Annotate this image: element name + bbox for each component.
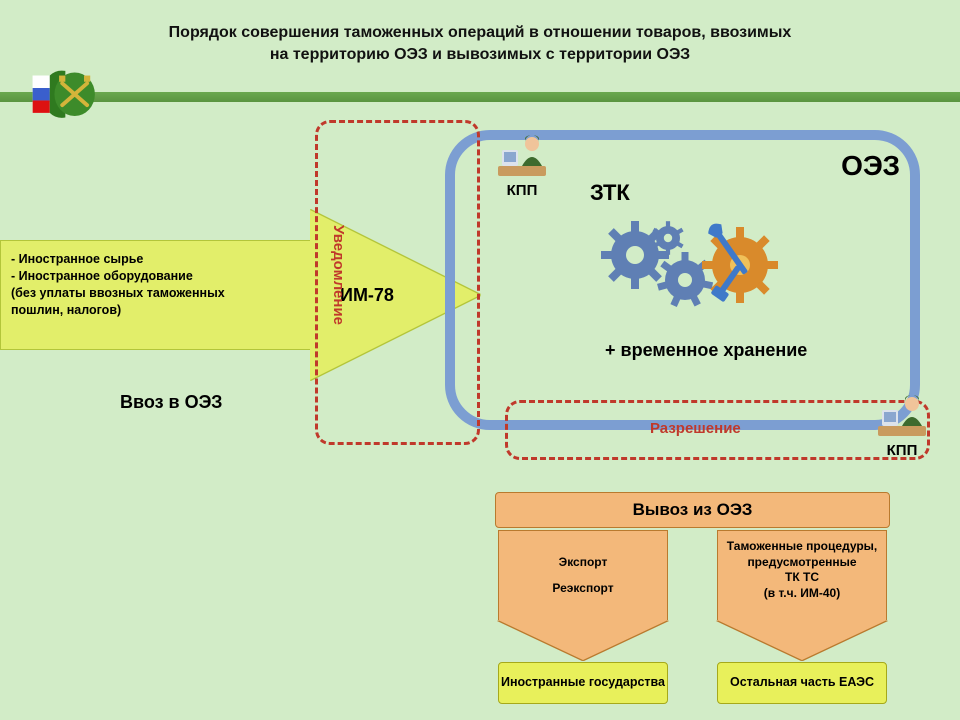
kpp-bottom-label: КПП: [867, 442, 937, 459]
export-right-line-4: (в т.ч. ИМ-40): [724, 586, 880, 602]
export-right-line-1: Таможенные процедуры,: [724, 539, 880, 555]
title-line-2: на территорию ОЭЗ и вывозимых с территор…: [0, 44, 960, 66]
export-left-line-1: Экспорт: [505, 555, 661, 571]
import-text-2: - Иностранное оборудование: [11, 268, 300, 285]
destination-eaes: Остальная часть ЕАЭС: [717, 662, 887, 704]
import-text-1: - Иностранное сырье: [11, 251, 300, 268]
destination-foreign-label: Иностранные государства: [501, 675, 665, 691]
export-arrow-right: Таможенные процедуры, предусмотренные ТК…: [717, 530, 887, 660]
kpp-top-label: КПП: [487, 182, 557, 199]
title-line-1: Порядок совершения таможенных операций в…: [0, 22, 960, 44]
export-arrow-left: Экспорт Реэкспорт: [498, 530, 668, 660]
export-arrow-right-body: Таможенные процедуры, предусмотренные ТК…: [717, 530, 887, 620]
export-arrow-left-body: Экспорт Реэкспорт: [498, 530, 668, 620]
ztk-label: ЗТК: [590, 180, 630, 206]
export-left-line-2: Реэкспорт: [505, 581, 661, 597]
import-label: Ввоз в ОЭЗ: [120, 392, 222, 413]
import-arrow-body: - Иностранное сырье - Иностранное оборуд…: [0, 240, 310, 350]
export-right-line-3: ТК ТС: [724, 570, 880, 586]
gears-icon: [590, 210, 790, 330]
destination-eaes-label: Остальная часть ЕАЭС: [730, 675, 874, 691]
destination-foreign: Иностранные государства: [498, 662, 668, 704]
export-arrow-right-tip: [717, 620, 887, 660]
export-right-line-2: предусмотренные: [724, 555, 880, 571]
temp-storage-label: + временное хранение: [605, 340, 807, 361]
import-code: ИМ-78: [340, 285, 394, 306]
oez-title: ОЭЗ: [841, 150, 900, 182]
permission-label: Разрешение: [650, 420, 741, 437]
officer-desk-icon: [492, 130, 552, 180]
notification-label: Уведомление: [330, 225, 347, 325]
import-text-4: пошлин, налогов): [11, 302, 300, 319]
header-green-bar: [0, 92, 960, 102]
customs-emblem-icon: [30, 60, 110, 130]
checkpoint-top: КПП: [487, 130, 557, 199]
officer-desk-icon: [872, 390, 932, 440]
export-header: Вывоз из ОЭЗ: [495, 492, 890, 528]
import-text-3: (без уплаты ввозных таможенных: [11, 285, 300, 302]
export-arrow-left-tip: [498, 620, 668, 660]
checkpoint-bottom: КПП: [867, 390, 937, 459]
page-title: Порядок совершения таможенных операций в…: [0, 22, 960, 65]
